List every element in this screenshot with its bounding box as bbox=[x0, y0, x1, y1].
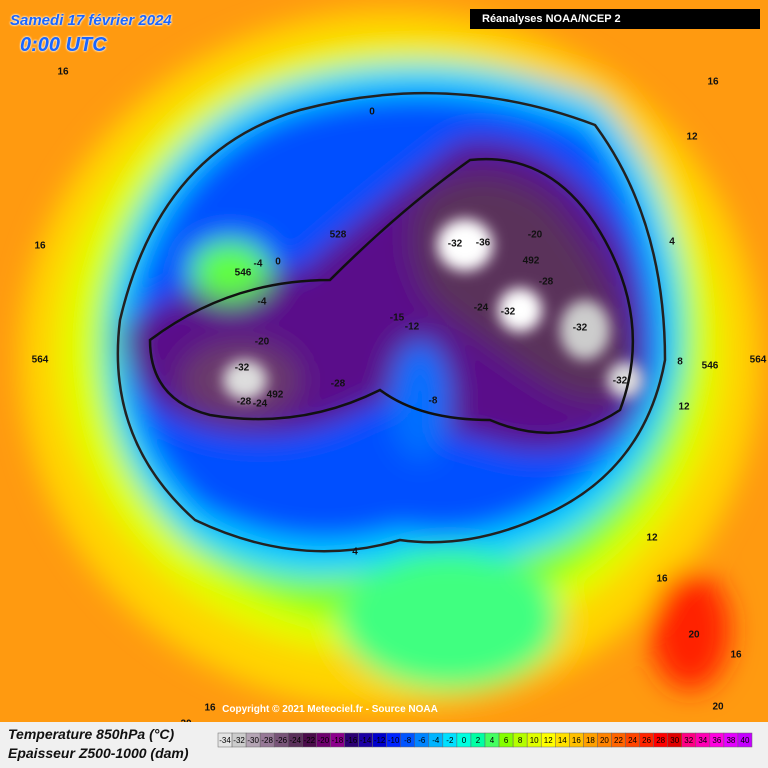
map-label: -28 bbox=[237, 397, 252, 408]
map-label: 20 bbox=[712, 702, 724, 713]
scale-label: 0 bbox=[462, 736, 467, 745]
scale-label: -8 bbox=[404, 736, 412, 745]
map-label: -32 bbox=[448, 239, 463, 250]
map-label: -24 bbox=[253, 399, 268, 410]
map-label: 564 bbox=[750, 355, 767, 366]
scale-label: 24 bbox=[628, 736, 637, 745]
map-label: 16 bbox=[34, 241, 46, 252]
scale-label: 16 bbox=[572, 736, 581, 745]
map-label: 16 bbox=[656, 574, 668, 585]
map-label: 16 bbox=[204, 703, 216, 714]
scale-label: -16 bbox=[346, 736, 358, 745]
map-label: 546 bbox=[702, 361, 719, 372]
scale-label: -6 bbox=[418, 736, 426, 745]
scale-label: 30 bbox=[670, 736, 679, 745]
scale-swatch bbox=[737, 732, 753, 748]
map-label: 8 bbox=[677, 357, 683, 368]
scale-label: 14 bbox=[558, 736, 567, 745]
legend-title: Epaisseur Z500-1000 (dam) bbox=[8, 745, 189, 761]
map-label: -32 bbox=[573, 323, 588, 334]
map-label: 4 bbox=[352, 547, 358, 558]
scale-label: 32 bbox=[684, 736, 693, 745]
scale-label: 18 bbox=[586, 736, 595, 745]
source-banner: Réanalyses NOAA/NCEP 2 bbox=[470, 9, 760, 29]
map-label: 546 bbox=[235, 268, 252, 279]
scale-label: 20 bbox=[600, 736, 609, 745]
map-label: -32 bbox=[235, 363, 250, 374]
map-label: -4 bbox=[258, 297, 267, 308]
map-label: 4 bbox=[669, 237, 675, 248]
map-label: -15 bbox=[390, 313, 405, 324]
map-label: -4 bbox=[254, 259, 263, 270]
scale-label: -28 bbox=[261, 736, 273, 745]
map-label: 16 bbox=[730, 650, 742, 661]
legend-title: Temperature 850hPa (°C) bbox=[8, 726, 174, 742]
map-label: 492 bbox=[523, 256, 540, 267]
scale-label: -18 bbox=[332, 736, 344, 745]
scale-label: -20 bbox=[318, 736, 330, 745]
scale-label: -12 bbox=[374, 736, 386, 745]
scale-label: -26 bbox=[275, 736, 287, 745]
scale-label: -14 bbox=[360, 736, 372, 745]
scale-label: 12 bbox=[544, 736, 553, 745]
scale-label: -10 bbox=[388, 736, 400, 745]
map-label: 16 bbox=[707, 77, 719, 88]
scale-label: -4 bbox=[432, 736, 440, 745]
temperature-field bbox=[20, 10, 760, 710]
scale-label: 38 bbox=[726, 736, 735, 745]
map-label: -12 bbox=[405, 322, 420, 333]
scale-label: 40 bbox=[741, 736, 750, 745]
map-labels: 16161612481216201620162000-4-4-20-32-36-… bbox=[32, 67, 767, 730]
scale-label: -22 bbox=[304, 736, 316, 745]
map-label: -28 bbox=[331, 379, 346, 390]
scale-label: -30 bbox=[247, 736, 259, 745]
map-label: 20 bbox=[688, 630, 700, 641]
map-label: -32 bbox=[501, 307, 516, 318]
scale-label: 28 bbox=[656, 736, 665, 745]
scale-label: 6 bbox=[504, 736, 509, 745]
map-label: 0 bbox=[275, 257, 281, 268]
map-label: -8 bbox=[429, 396, 438, 407]
cold-cores bbox=[223, 219, 643, 400]
map-label: 12 bbox=[686, 132, 698, 143]
scale-label: -34 bbox=[219, 736, 231, 745]
map-label: -20 bbox=[528, 230, 543, 241]
scale-label: -24 bbox=[290, 736, 302, 745]
scale-label: 34 bbox=[698, 736, 707, 745]
scale-label: -32 bbox=[233, 736, 245, 745]
map-label: -20 bbox=[255, 337, 270, 348]
time: 0:00 UTC bbox=[20, 34, 107, 56]
map-label: -24 bbox=[474, 303, 489, 314]
scale-label: 4 bbox=[490, 736, 495, 745]
scale-label: 22 bbox=[614, 736, 623, 745]
scale-label: 2 bbox=[476, 736, 481, 745]
copyright: Copyright © 2021 Meteociel.fr - Source N… bbox=[222, 704, 438, 715]
map-label: -36 bbox=[476, 238, 491, 249]
map-label: 12 bbox=[646, 533, 658, 544]
scale-label: 36 bbox=[712, 736, 721, 745]
map-label: 16 bbox=[57, 67, 69, 78]
map-label: 492 bbox=[267, 390, 284, 401]
map-label: 12 bbox=[678, 402, 690, 413]
map-label: 0 bbox=[369, 107, 375, 118]
thickness-contours bbox=[116, 91, 667, 553]
map-label: 528 bbox=[330, 230, 347, 241]
color-scale: -34 -32 -30 -28 -26 -24 -22 -20 -18 -16 -14 -12 -10-… bbox=[217, 732, 753, 748]
map-label: 564 bbox=[32, 355, 49, 366]
map-label: -32 bbox=[613, 376, 628, 387]
scale-label: 8 bbox=[518, 736, 523, 745]
scale-label: 26 bbox=[642, 736, 651, 745]
date: Samedi 17 février 2024 bbox=[10, 12, 172, 29]
map-label: -28 bbox=[539, 277, 554, 288]
scale-label: -2 bbox=[446, 736, 454, 745]
scale-label: 10 bbox=[530, 736, 539, 745]
